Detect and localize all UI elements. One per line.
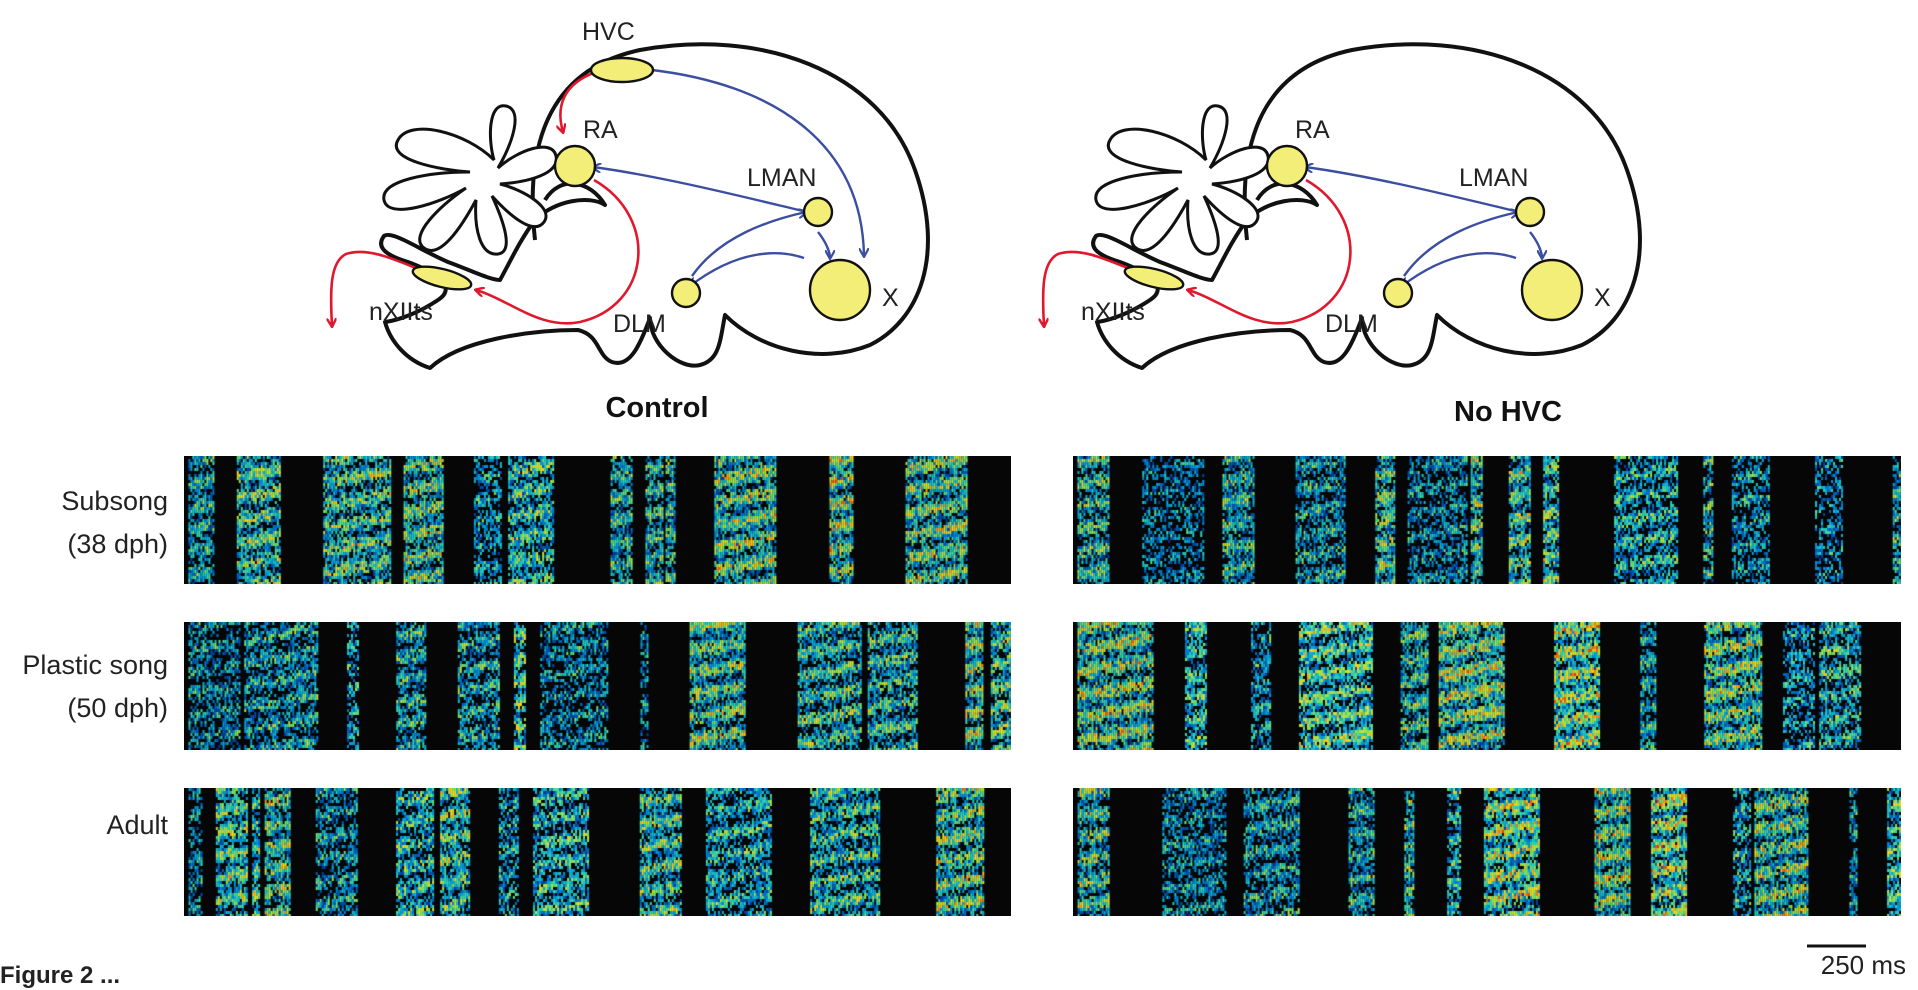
spectrogram-no-hvc-subsong bbox=[1073, 456, 1901, 584]
cerebellum-icon bbox=[382, 104, 558, 256]
nucleus-nxiits bbox=[411, 265, 473, 291]
nucleus-x bbox=[1520, 258, 1584, 322]
nucleus-dlm bbox=[1382, 277, 1414, 309]
nucleus-hvc bbox=[589, 56, 655, 84]
label-x: X bbox=[882, 284, 899, 312]
figure-caption-fragment: Figure 2 ... bbox=[0, 962, 121, 989]
nucleus-ra bbox=[1265, 144, 1309, 188]
nucleus-nxiits bbox=[1123, 265, 1185, 291]
row-label-adult: Adult bbox=[106, 810, 168, 840]
nucleus-dlm bbox=[670, 277, 702, 309]
spectrogram-control-subsong bbox=[184, 456, 1011, 584]
panel-title-control: Control bbox=[605, 392, 708, 424]
cerebellum-icon bbox=[1094, 104, 1270, 256]
label-lman: LMAN bbox=[1459, 164, 1528, 192]
nucleus-ra bbox=[553, 144, 597, 188]
nucleus-lman bbox=[802, 196, 834, 228]
control-brain-diagram: HVC RA LMAN X DLM nXIIts Control bbox=[331, 18, 930, 424]
scale-bar-label: 250 ms bbox=[1821, 950, 1906, 980]
no-hvc-brain-diagram: RA LMAN X DLM nXIIts No HVC bbox=[1043, 42, 1642, 428]
spectrogram-control-plastic-song bbox=[184, 622, 1011, 750]
label-lman: LMAN bbox=[747, 164, 816, 192]
label-ra: RA bbox=[1295, 116, 1330, 144]
label-dlm: DLM bbox=[1325, 310, 1378, 338]
spectrogram-no-hvc-adult bbox=[1073, 788, 1901, 916]
row-label-subsong: Subsong (38 dph) bbox=[61, 486, 168, 559]
label-ra: RA bbox=[583, 116, 618, 144]
nucleus-x bbox=[808, 258, 872, 322]
brain-outline bbox=[379, 42, 930, 370]
label-nxiits: nXIIts bbox=[1081, 298, 1145, 326]
label-dlm: DLM bbox=[613, 310, 666, 338]
label-x: X bbox=[1594, 284, 1611, 312]
panel-title-no-hvc: No HVC bbox=[1454, 396, 1562, 428]
label-nxiits: nXIIts bbox=[369, 298, 433, 326]
nucleus-lman bbox=[1514, 196, 1546, 228]
spectrogram-no-hvc-plastic-song bbox=[1073, 622, 1901, 750]
label-hvc: HVC bbox=[582, 18, 635, 46]
spectrogram-control-adult bbox=[184, 788, 1011, 916]
scale-bar: 250 ms bbox=[1807, 944, 1906, 980]
row-label-plastic-song: Plastic song (50 dph) bbox=[22, 650, 168, 723]
